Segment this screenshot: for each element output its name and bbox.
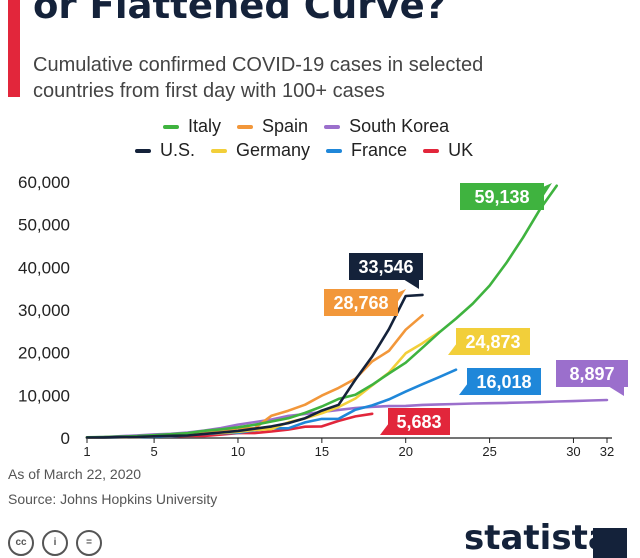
x-tick-label: 10 [231,444,245,459]
x-tick-label: 32 [600,444,614,459]
legend-swatch-uk [423,148,440,153]
legend-item-south-korea: South Korea [324,116,449,137]
data-label-pointer-france [459,383,468,395]
x-tick-label: 20 [398,444,412,459]
legend-item-germany: Germany [211,140,310,161]
legend-swatch-south-korea [324,124,341,129]
legend-label-germany: Germany [236,140,311,160]
data-label-pointer-u-s [403,279,419,289]
series-line-italy [85,184,559,439]
legend-label-spain: Spain [262,116,309,136]
subtitle-line-2: countries from first day with 100+ cases [33,80,385,102]
data-label-box-uk [388,408,450,435]
creative-commons-icon[interactable]: cc [8,530,34,556]
legend-label-uk: UK [448,140,474,160]
y-tick-label: 0 [61,429,70,448]
legend-label-italy: Italy [188,116,222,136]
license-icons: cc i = [8,530,102,556]
legend-item-spain: Spain [237,116,308,137]
data-label-germany: 24,873 [465,332,520,352]
legend-item-us: U.S. [135,140,195,161]
data-label-box-u-s [349,253,423,280]
x-tick-label: 1 [83,444,90,459]
source-note: Source: Johns Hopkins University [8,491,218,507]
legend-label-south-korea: South Korea [349,116,450,136]
data-label-box-italy [460,183,544,210]
data-label-uk: 5,683 [396,412,441,432]
legend-label-france: France [351,140,408,160]
subtitle-line-1: Cumulative confirmed COVID-19 cases in s… [33,54,484,76]
data-label-pointer-uk [380,423,389,435]
legend-swatch-italy [163,124,179,129]
legend-swatch-us [135,148,151,153]
y-tick-label: 40,000 [18,258,70,277]
legend-swatch-france [326,148,343,153]
series-line-spain [85,314,424,439]
data-label-france: 16,018 [476,372,531,392]
statista-logo[interactable]: statista [464,518,611,558]
legend-swatch-spain [237,124,254,129]
legend-item-italy: Italy [163,116,221,137]
y-tick-label: 60,000 [18,173,70,192]
data-label-box-south-korea [556,360,628,387]
data-label-spain: 28,768 [333,293,388,313]
attribution-icon[interactable]: i [42,530,68,556]
data-label-pointer-italy [543,183,552,197]
legend-label-us: U.S. [160,140,196,160]
legend-item-france: France [326,140,407,161]
legend-row-1: Italy Spain South Korea [163,116,449,137]
data-label-pointer-germany [448,343,457,355]
legend-row-2: U.S. Germany France UK [135,140,473,161]
y-tick-label: 10,000 [18,386,70,405]
data-label-pointer-south-korea [608,386,624,396]
x-tick-label: 5 [150,444,157,459]
accent-bar [8,0,20,97]
series-line-u-s [85,293,424,439]
data-label-box-france [467,368,541,395]
x-tick-label: 30 [566,444,580,459]
y-tick-label: 20,000 [18,344,70,363]
x-tick-label: 15 [315,444,329,459]
x-tick-label: 25 [482,444,496,459]
y-tick-label: 50,000 [18,216,70,235]
data-label-box-germany [456,328,530,355]
statista-logo-mark [593,528,627,558]
data-label-box-spain [324,289,398,316]
as-of-note: As of March 22, 2020 [8,466,142,482]
data-label-south-korea: 8,897 [569,364,614,384]
data-label-u-s: 33,546 [358,257,413,277]
data-label-italy: 59,138 [474,187,529,207]
legend-item-uk: UK [423,140,473,161]
y-tick-label: 30,000 [18,301,70,320]
data-label-pointer-spain [397,289,406,303]
no-derivatives-icon[interactable]: = [76,530,102,556]
chart-title: or Flattened Curve? [33,0,447,27]
legend-swatch-germany [211,148,228,153]
chart-subtitle: Cumulative confirmed COVID-19 cases in s… [33,52,483,104]
